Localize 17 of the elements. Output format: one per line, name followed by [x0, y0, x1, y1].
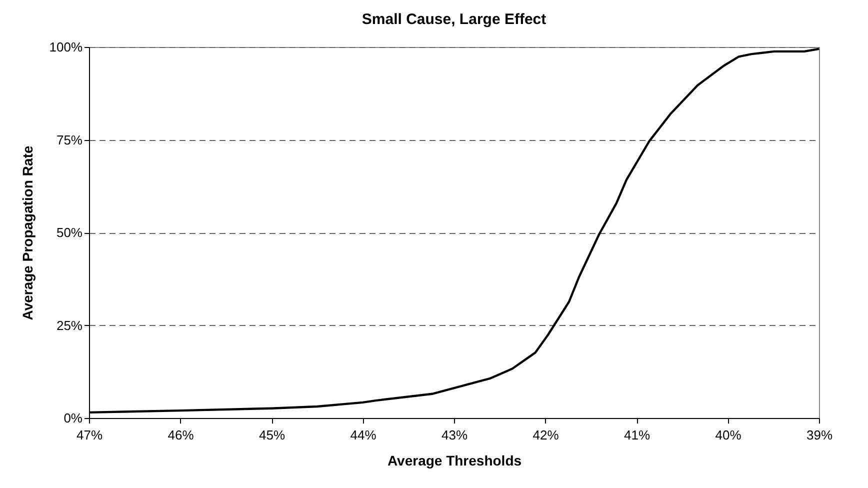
- y-tick-label: 100%: [49, 40, 83, 54]
- chart-title: Small Cause, Large Effect: [362, 11, 546, 28]
- x-tick-label: 42%: [532, 428, 560, 442]
- y-axis-title: Average Propagation Rate: [19, 146, 36, 320]
- x-tick-label: 40%: [715, 428, 742, 442]
- x-tick-label: 46%: [168, 428, 194, 442]
- y-tick-label: 25%: [56, 318, 83, 333]
- x-tick-label: 43%: [441, 428, 468, 442]
- x-tick-label: 39%: [806, 428, 833, 442]
- y-tick-label: 50%: [56, 225, 83, 240]
- x-tick-label: 41%: [624, 428, 650, 442]
- x-axis-title: Average Thresholds: [387, 452, 522, 468]
- y-tick-label: 75%: [56, 132, 83, 148]
- x-tick-label: 44%: [350, 428, 377, 442]
- y-tick-label: 0%: [64, 410, 83, 426]
- x-tick-label: 45%: [258, 428, 286, 442]
- x-tick-label: 47%: [76, 428, 103, 442]
